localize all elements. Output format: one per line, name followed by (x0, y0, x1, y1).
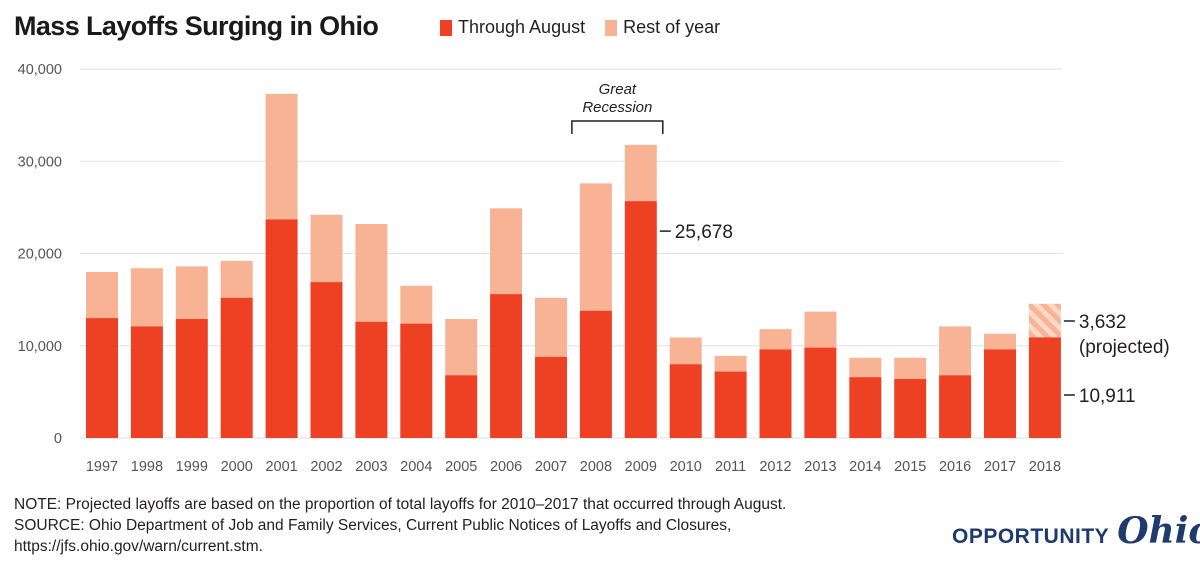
bar-through-august-2012 (759, 349, 792, 438)
legend-label-through-august: Through August (458, 17, 586, 37)
x-tick-label-1997: 1997 (86, 459, 118, 475)
x-tick-label-2007: 2007 (535, 459, 567, 475)
x-tick-label-2004: 2004 (400, 459, 432, 475)
y-axis-ticks: 0 10,000 20,000 30,000 40,000 (18, 62, 62, 447)
bar-rest-of-year-2013 (804, 311, 837, 348)
bar-rest-of-year-1997 (86, 271, 118, 319)
bar-rest-of-year-2016 (939, 326, 972, 376)
bars (86, 93, 1061, 438)
bar-rest-of-year-2005 (445, 318, 478, 376)
x-tick-label-2003: 2003 (355, 459, 387, 475)
y-tick-label-20000: 20,000 (18, 247, 62, 263)
bar-rest-of-year-1999 (175, 266, 208, 319)
x-tick-label-2012: 2012 (759, 459, 791, 475)
x-axis-ticks: 1997 1998 1999 2000 2001 2002 2003 2004 2005 2006… (86, 459, 1061, 475)
bar-rest-of-year-1998 (130, 268, 163, 327)
recession-bracket (571, 120, 664, 134)
bar-chart: 0 10,000 20,000 30,000 40,000 1997 1998 1999 20… (18, 62, 1170, 475)
x-tick-label-2017: 2017 (984, 459, 1016, 475)
bar-through-august-2003 (355, 321, 388, 438)
value-label-2018-through: 10,911 (1079, 386, 1136, 407)
x-tick-label-2010: 2010 (670, 459, 702, 475)
bar-rest-of-year-2011 (714, 355, 747, 372)
bar-through-august-2005 (445, 375, 478, 438)
legend-swatch-rest-of-year (605, 19, 618, 36)
x-tick-label-2015: 2015 (894, 459, 926, 475)
x-tick-label-1998: 1998 (131, 459, 163, 475)
recession-label-line2: Recession (582, 99, 652, 116)
bar-through-august-2000 (220, 297, 253, 438)
bar-through-august-2017 (984, 349, 1016, 438)
bar-through-august-2016 (939, 375, 972, 438)
chart-title: Mass Layoffs Surging in Ohio (14, 11, 379, 41)
note-text: NOTE: Projected layoffs are based on the… (14, 496, 787, 513)
bar-through-august-2004 (400, 323, 433, 438)
bar-rest-of-year-2004 (400, 285, 433, 324)
logo-word-opportunity: OPPORTUNITY (952, 525, 1110, 548)
source-url: https://jfs.ohio.gov/warn/current.stm. (14, 538, 263, 555)
recession-label-line1: Great (599, 81, 637, 98)
legend: Through August Rest of year (440, 17, 740, 38)
y-tick-label-30000: 30,000 (18, 154, 62, 170)
bar-through-august-2009 (624, 201, 657, 438)
legend-item-rest-of-year: Rest of year (605, 17, 720, 38)
value-label-2009: 25,678 (675, 222, 733, 243)
legend-label-rest-of-year: Rest of year (623, 17, 721, 37)
legend-item-through-august: Through August (440, 17, 585, 38)
bar-rest-of-year-2003 (355, 223, 388, 322)
opportunity-ohio-logo: OPPORTUNITY Ohio (952, 510, 1200, 552)
footnotes: NOTE: Projected layoffs are based on the… (14, 494, 786, 557)
x-tick-label-2000: 2000 (221, 459, 253, 475)
bar-rest-of-year-2009 (624, 144, 657, 202)
value-label-2018-projected: 3,632 (1079, 312, 1127, 333)
bar-through-august-2013 (804, 347, 837, 438)
bar-through-august-1998 (130, 326, 163, 438)
bar-rest-of-year-2000 (220, 260, 253, 298)
x-tick-label-1999: 1999 (176, 459, 208, 475)
bar-through-august-2001 (265, 219, 298, 438)
x-tick-label-2002: 2002 (310, 459, 342, 475)
bar-through-august-2008 (579, 310, 612, 438)
source-text: SOURCE: Ohio Department of Job and Famil… (14, 517, 732, 534)
x-tick-label-2006: 2006 (490, 459, 522, 475)
bar-through-august-2007 (535, 356, 567, 438)
logo-word-ohio: Ohio (1117, 510, 1200, 552)
legend-swatch-through-august (440, 19, 452, 36)
bar-rest-of-year-2008 (579, 183, 612, 311)
bar-through-august-2002 (310, 282, 343, 438)
y-tick-label-10000: 10,000 (18, 339, 62, 355)
bar-rest-of-year-2017 (984, 333, 1016, 350)
bar-rest-of-year-2002 (310, 214, 343, 283)
x-tick-label-2018: 2018 (1029, 459, 1061, 475)
label-2018-projected-text: (projected) (1079, 337, 1170, 358)
bar-rest-of-year-2006 (490, 208, 523, 295)
bar-rest-of-year-2012 (759, 329, 792, 350)
x-tick-label-2013: 2013 (804, 459, 836, 475)
x-tick-label-2005: 2005 (445, 459, 477, 475)
bar-rest-of-year-2015 (894, 357, 927, 379)
bar-rest-of-year-2007 (535, 297, 567, 357)
bar-through-august-2010 (669, 364, 702, 438)
y-tick-label-40000: 40,000 (18, 62, 62, 78)
x-tick-label-2014: 2014 (849, 459, 881, 475)
x-tick-label-2016: 2016 (939, 459, 971, 475)
bar-rest-of-year-2001 (265, 93, 298, 220)
bar-through-august-2011 (714, 371, 747, 438)
bar-through-august-1999 (175, 318, 208, 438)
bar-through-august-1997 (86, 318, 118, 438)
bar-through-august-2006 (490, 294, 523, 438)
annotations: Great Recession 25,678 3,632 (projected)… (571, 81, 1170, 407)
y-tick-label-0: 0 (54, 431, 62, 447)
bar-through-august-2015 (894, 378, 927, 438)
x-tick-label-2009: 2009 (625, 459, 657, 475)
bar-rest-of-year-2014 (849, 357, 882, 378)
x-tick-label-2011: 2011 (715, 459, 746, 475)
bar-through-august-2018 (1028, 337, 1061, 438)
bar-rest-of-year-2018 (1028, 303, 1061, 338)
x-tick-label-2008: 2008 (580, 459, 612, 475)
x-tick-label-2001: 2001 (265, 459, 297, 475)
bar-through-august-2014 (849, 377, 882, 438)
bar-rest-of-year-2010 (669, 337, 702, 365)
